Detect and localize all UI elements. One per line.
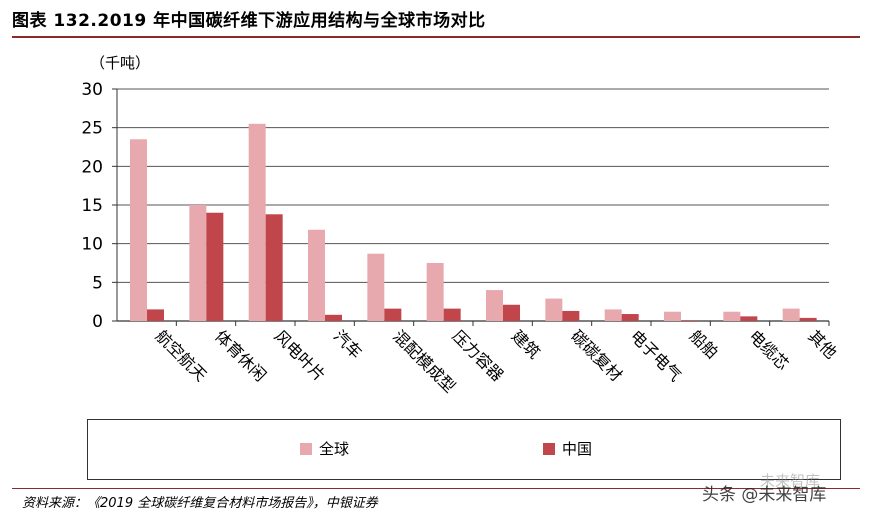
x-tick-label: 混配模成型	[389, 326, 459, 396]
title-divider	[12, 36, 860, 38]
bar-global	[604, 309, 622, 321]
bar-china	[799, 317, 817, 321]
legend-label-china: 中国	[562, 440, 593, 458]
bar-china	[265, 214, 283, 321]
chart-title: 图表 132.2019 年中国碳纤维下游应用结构与全球市场对比	[12, 11, 486, 31]
bar-global	[367, 253, 385, 321]
bar-global	[782, 308, 800, 321]
x-tick-label: 风电叶片	[271, 326, 330, 385]
y-tick-label: 0	[92, 312, 103, 332]
bar-china	[562, 310, 580, 321]
x-tick-label: 碳碳复材	[567, 326, 626, 385]
x-tick-label: 汽车	[330, 326, 366, 362]
y-tick-label: 10	[81, 235, 103, 255]
x-tick-label: 其他	[805, 326, 841, 362]
y-tick-label: 20	[81, 157, 103, 177]
source-note: 资料来源：《2019 全球碳纤维复合材料市场报告》，中银证券	[22, 496, 378, 511]
y-tick-label: 15	[81, 196, 103, 216]
bar-china	[325, 314, 342, 321]
bar-global	[189, 205, 207, 321]
y-tick-label: 30	[81, 80, 103, 100]
y-tick-label: 25	[81, 119, 103, 139]
bar-global	[664, 311, 681, 321]
bar-global	[130, 139, 147, 321]
legend-label-global: 全球	[319, 440, 350, 458]
bar-china	[206, 212, 224, 321]
x-tick-label: 电缆芯	[745, 326, 792, 373]
bar-china	[681, 320, 698, 321]
bar-china	[503, 304, 520, 321]
legend-item-china: 中国	[543, 438, 592, 459]
bar-global	[426, 263, 444, 321]
y-axis-unit: （千吨）	[90, 54, 151, 72]
x-tick-label: 体育休闲	[211, 326, 270, 385]
bar-china	[621, 314, 639, 321]
bar-global	[545, 298, 563, 321]
legend-swatch-global	[300, 442, 312, 455]
bar-china	[384, 308, 402, 321]
bar-global	[248, 123, 266, 321]
bar-china	[443, 308, 461, 321]
bar-global	[723, 311, 741, 321]
bar-global	[308, 229, 325, 321]
legend-item-global: 全球	[300, 438, 349, 459]
y-tick-label: 5	[92, 273, 103, 293]
bar-china	[740, 316, 758, 321]
x-tick-label: 电子电气	[627, 326, 686, 385]
x-tick-label: 船舶	[686, 326, 722, 362]
legend-swatch-china	[543, 442, 555, 455]
legend: 全球 中国	[87, 419, 841, 480]
bar-global	[486, 290, 503, 321]
x-tick-label: 航空航天	[152, 326, 211, 385]
watermark-text: 头条 @未来智库	[702, 485, 827, 505]
footer-divider	[12, 488, 860, 489]
watermark: 头条 @未来智库	[702, 480, 826, 505]
x-tick-label: 压力容器	[449, 326, 508, 385]
watermark-faint: 未来智库	[760, 472, 821, 490]
bar-china	[147, 309, 164, 321]
x-tick-label: 建筑	[508, 326, 544, 362]
